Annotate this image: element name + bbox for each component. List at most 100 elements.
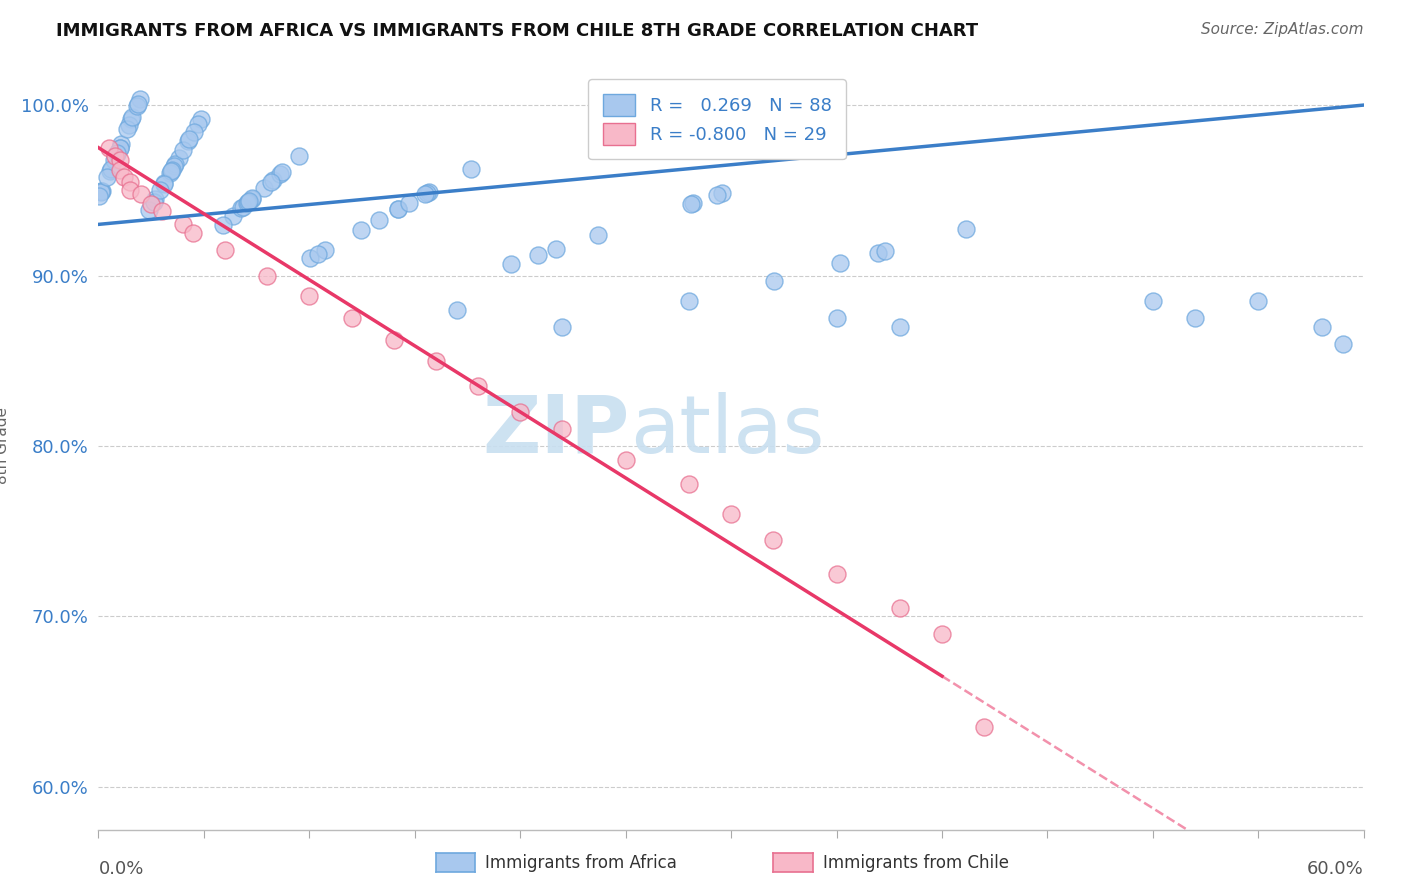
Point	[240, 191, 263, 205]
Point	[179, 132, 201, 146]
Point	[446, 302, 468, 317]
Point	[679, 196, 702, 211]
Point	[350, 222, 373, 236]
Text: Immigrants from Chile: Immigrants from Chile	[823, 854, 1008, 871]
Text: atlas: atlas	[630, 392, 824, 470]
Point	[104, 149, 127, 163]
Point	[90, 184, 112, 198]
Text: Immigrants from Africa: Immigrants from Africa	[485, 854, 676, 871]
Point	[138, 202, 160, 217]
Point	[416, 186, 439, 201]
Point	[125, 99, 148, 113]
Point	[509, 405, 531, 419]
Point	[89, 189, 111, 203]
Point	[682, 196, 704, 211]
Point	[190, 112, 212, 127]
Point	[931, 626, 953, 640]
Point	[763, 274, 786, 288]
Point	[150, 203, 173, 218]
Point	[129, 186, 152, 201]
Point	[107, 145, 129, 160]
Point	[90, 185, 112, 199]
Point	[115, 122, 138, 136]
Point	[387, 202, 409, 217]
Point	[825, 311, 848, 326]
Point	[159, 164, 181, 178]
Point	[152, 177, 174, 191]
Point	[232, 200, 254, 214]
Point	[398, 195, 420, 210]
Point	[163, 160, 186, 174]
Point	[167, 151, 190, 165]
Point	[866, 246, 889, 260]
Point	[183, 124, 205, 138]
Point	[382, 334, 405, 348]
Y-axis label: 8th Grade: 8th Grade	[0, 408, 10, 484]
Point	[551, 422, 574, 436]
Point	[143, 192, 166, 206]
Point	[828, 256, 851, 270]
Point	[127, 96, 149, 111]
Point	[873, 244, 896, 259]
Point	[425, 353, 447, 368]
Point	[90, 185, 112, 199]
Point	[288, 149, 311, 163]
Point	[586, 228, 609, 243]
Point	[368, 212, 391, 227]
Point	[955, 222, 977, 236]
Point	[98, 141, 121, 155]
Point	[762, 533, 785, 547]
Point	[1184, 311, 1206, 326]
Point	[711, 186, 734, 201]
Point	[214, 243, 236, 257]
Point	[222, 209, 245, 223]
Point	[142, 194, 165, 209]
Point	[1331, 336, 1354, 351]
Point	[128, 92, 150, 106]
Point	[121, 110, 143, 124]
Point	[418, 185, 440, 199]
Point	[103, 153, 125, 167]
Point	[260, 175, 283, 189]
Point	[141, 197, 163, 211]
Point	[387, 202, 409, 217]
Point	[614, 452, 637, 467]
Point	[240, 192, 263, 206]
Point	[105, 147, 128, 161]
Point	[413, 187, 436, 202]
Point	[172, 218, 194, 232]
Point	[298, 289, 321, 303]
Legend: R =   0.269   N = 88, R = -0.800   N = 29: R = 0.269 N = 88, R = -0.800 N = 29	[588, 79, 846, 160]
Point	[1142, 294, 1164, 309]
Point	[108, 153, 131, 167]
Point	[889, 601, 911, 615]
Point	[238, 194, 260, 209]
Point	[118, 118, 141, 132]
Point	[108, 140, 131, 154]
Text: 0.0%: 0.0%	[98, 860, 143, 879]
Point	[720, 507, 742, 521]
Point	[314, 243, 336, 257]
Point	[467, 379, 489, 393]
Point	[262, 173, 284, 187]
Point	[501, 257, 523, 271]
Point	[229, 202, 252, 216]
Point	[1310, 319, 1333, 334]
Point	[172, 143, 194, 157]
Point	[551, 319, 574, 334]
Point	[108, 162, 131, 177]
Point	[238, 194, 260, 209]
Point	[183, 226, 205, 240]
Point	[825, 566, 848, 581]
Point	[108, 141, 131, 155]
Point	[159, 165, 181, 179]
Point	[889, 319, 911, 334]
Point	[298, 252, 321, 266]
Point	[100, 162, 122, 177]
Text: ZIP: ZIP	[482, 392, 630, 470]
Point	[187, 117, 209, 131]
Point	[110, 136, 132, 151]
Point	[120, 112, 142, 126]
Point	[340, 311, 363, 326]
Point	[165, 156, 187, 170]
